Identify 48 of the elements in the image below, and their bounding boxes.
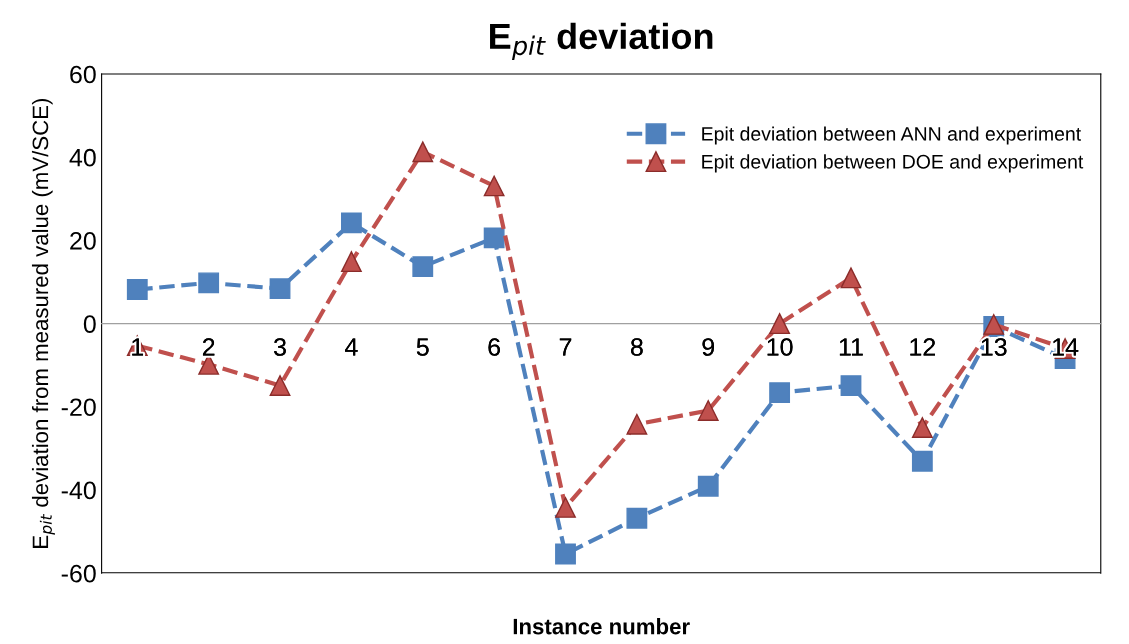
point bbox=[198, 272, 220, 294]
y-tick-label: 20 bbox=[70, 232, 96, 250]
x-tick-label: 6 bbox=[488, 338, 500, 356]
x-tick-label: 1 bbox=[132, 338, 144, 356]
y-tick-label: -40 bbox=[61, 481, 96, 500]
point bbox=[340, 251, 362, 273]
point bbox=[626, 413, 648, 435]
legend-label: Epit deviation between ANN and experiment bbox=[702, 126, 1081, 145]
x-tick-label: 7 bbox=[559, 338, 572, 356]
x-tick-label: 12 bbox=[910, 338, 935, 356]
point bbox=[769, 313, 791, 335]
point bbox=[697, 475, 719, 497]
y-tick-label: -20 bbox=[61, 398, 96, 417]
x-tick-label: 13 bbox=[981, 338, 1007, 356]
point bbox=[483, 175, 505, 197]
point bbox=[697, 400, 719, 421]
point bbox=[626, 507, 648, 529]
point bbox=[840, 267, 862, 289]
x-tick-label: 8 bbox=[631, 338, 643, 356]
legend-label: Epit deviation between DOE and experiment bbox=[702, 154, 1084, 173]
y-tick-label: -60 bbox=[61, 564, 96, 583]
point bbox=[412, 141, 434, 163]
point bbox=[911, 450, 933, 472]
x-tick-label: 9 bbox=[702, 338, 715, 356]
point bbox=[911, 417, 933, 439]
x-tick-label: 4 bbox=[345, 338, 358, 356]
point bbox=[269, 278, 291, 300]
x-tick-label: 5 bbox=[416, 338, 429, 356]
y-tick-label: 0 bbox=[83, 315, 96, 333]
y-axis-title: E$_{pit}$ deviation from measured value (mV/SCE) bbox=[31, 98, 55, 548]
point bbox=[483, 227, 505, 249]
chart-title: E$_{pit}$ deviation bbox=[490, 22, 713, 61]
point bbox=[126, 279, 148, 300]
x-tick-label: 14 bbox=[1053, 338, 1079, 356]
y-tick-label: 60 bbox=[70, 65, 96, 84]
x-tick-label: 10 bbox=[767, 338, 793, 356]
point bbox=[555, 543, 576, 565]
point bbox=[555, 497, 576, 518]
x-tick-label: 3 bbox=[274, 338, 286, 356]
point bbox=[269, 375, 291, 396]
x-tick-label: 11 bbox=[839, 338, 863, 356]
y-tick-label: 40 bbox=[69, 148, 96, 167]
point bbox=[340, 212, 362, 234]
x-axis-title: Instance number bbox=[513, 618, 690, 635]
x-tick-label: 2 bbox=[202, 338, 215, 356]
point bbox=[412, 256, 434, 278]
point bbox=[840, 375, 862, 396]
point bbox=[769, 382, 791, 404]
